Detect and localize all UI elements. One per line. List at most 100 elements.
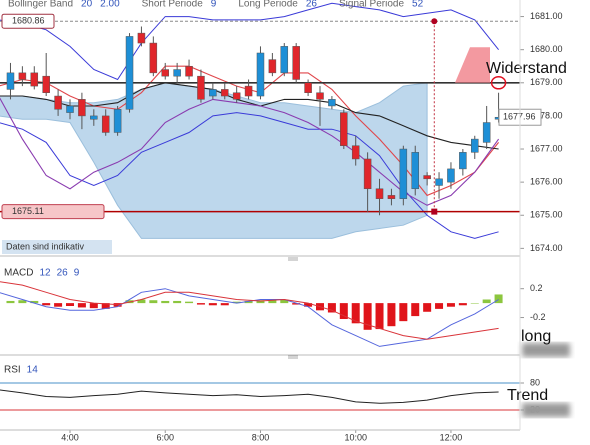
candle-body — [256, 52, 265, 97]
price-box-label: 1675.11 — [12, 206, 44, 216]
histogram-bar — [18, 300, 27, 304]
price-box — [1, 13, 55, 29]
candle-body — [18, 72, 27, 80]
candle-body — [209, 89, 217, 97]
histogram-bar — [89, 303, 98, 309]
candle-body — [423, 175, 431, 180]
histogram-bar — [458, 303, 467, 306]
plot-area — [0, 2, 520, 239]
histogram-bar — [494, 294, 503, 304]
marker-dot — [431, 18, 438, 25]
candle-body — [30, 72, 39, 87]
histogram-bar — [54, 303, 63, 307]
histogram-bar — [435, 303, 444, 309]
histogram-bar — [339, 303, 348, 319]
histogram-bar — [232, 301, 241, 304]
blur-box — [522, 403, 570, 417]
candle-body — [316, 92, 324, 100]
y-tick-label: 1681.00 — [530, 11, 563, 21]
candle-body — [328, 99, 336, 107]
plot-area — [0, 382, 520, 411]
y-tick-label: 0.2 — [530, 283, 543, 293]
annotation: Trend — [507, 387, 548, 404]
price-panel: Widerstand 1674.00 1675.00 1676.00 1677.00 16… — [0, 0, 567, 442]
candle-body — [340, 112, 348, 146]
indicator-line — [0, 97, 500, 206]
candle-body — [304, 82, 312, 93]
candle-body — [149, 42, 158, 74]
candle-body — [101, 115, 110, 133]
candle-body — [221, 89, 229, 97]
macd-panel: 0.2 -0.2 MACD 12 26 9 long — [0, 268, 570, 357]
legend-param: 2.00 — [100, 0, 120, 10]
legend-param: 9 — [211, 0, 217, 10]
candle-body — [471, 138, 479, 153]
candle-body — [459, 152, 467, 170]
legend: Bollinger Band 20 2.00 Short Periode 9 Long P… — [8, 0, 424, 10]
legend-label: Long Periode — [238, 0, 298, 10]
candle-body — [375, 188, 384, 199]
macd-line — [0, 288, 499, 347]
panel-title: RSI — [4, 365, 21, 376]
histogram-bar — [292, 303, 301, 305]
histogram-bar — [446, 303, 455, 307]
price-box — [1, 204, 105, 220]
histogram-bar — [208, 303, 217, 306]
panel-param: 14 — [27, 365, 39, 376]
histogram-bar — [244, 300, 253, 304]
candle-body — [161, 69, 169, 77]
y-tick-label: -0.2 — [530, 312, 546, 322]
histogram-bar — [411, 303, 420, 317]
candle-body — [185, 65, 193, 77]
candle-body — [173, 69, 181, 77]
histogram-bar — [196, 303, 205, 305]
histogram-bar — [387, 303, 396, 327]
histogram-bar — [161, 300, 170, 304]
candle-body — [292, 46, 300, 80]
note-bg — [2, 240, 112, 254]
legend-label: Short Periode — [142, 0, 204, 10]
panel-param: 9 — [74, 268, 80, 279]
candle-body — [399, 148, 408, 199]
histogram-bar — [304, 303, 313, 307]
candle-body — [351, 145, 360, 160]
y-tick-label: 1678.00 — [530, 110, 563, 120]
histogram-bar — [6, 300, 15, 304]
panel-separators — [0, 0, 521, 431]
panel-param: 26 — [57, 268, 69, 279]
histogram-bar — [363, 303, 372, 330]
legend-param: 52 — [412, 0, 424, 10]
legend-label: Signal Periode — [339, 0, 404, 10]
candle-body — [90, 115, 98, 120]
histogram-bar — [256, 300, 265, 304]
y-tick-label: 1677.00 — [530, 143, 563, 153]
panel-param: 12 — [39, 268, 51, 279]
histogram-bar — [42, 303, 51, 306]
candle-body — [232, 92, 241, 100]
candle-body — [268, 59, 277, 74]
candle-body — [435, 178, 443, 186]
candle-body — [54, 95, 62, 110]
histogram-bar — [423, 303, 432, 312]
rsi-line — [0, 389, 499, 404]
rsi-panel: 8020RSI14Trend — [0, 365, 570, 417]
candle-body — [125, 36, 134, 110]
candle-body — [482, 122, 491, 143]
histogram-bar — [173, 300, 182, 304]
candle-body — [66, 105, 74, 113]
candle-body — [363, 158, 372, 190]
y-tick-label: 1675.00 — [530, 210, 563, 220]
y-tick-label: 1680.00 — [530, 44, 563, 54]
histogram-bar — [280, 299, 289, 304]
candle-body — [411, 152, 419, 190]
histogram-bar — [482, 299, 491, 304]
histogram-bar — [185, 301, 194, 304]
legend-param: 26 — [306, 0, 318, 10]
histogram-bar — [101, 303, 110, 309]
resistance-zone — [455, 47, 490, 83]
panel-title: MACD — [4, 268, 33, 279]
candle-body — [447, 168, 455, 183]
candle-body — [280, 46, 289, 74]
note: Daten sind indikativ — [6, 241, 85, 251]
x-tick-label: 6:00 — [156, 432, 174, 442]
